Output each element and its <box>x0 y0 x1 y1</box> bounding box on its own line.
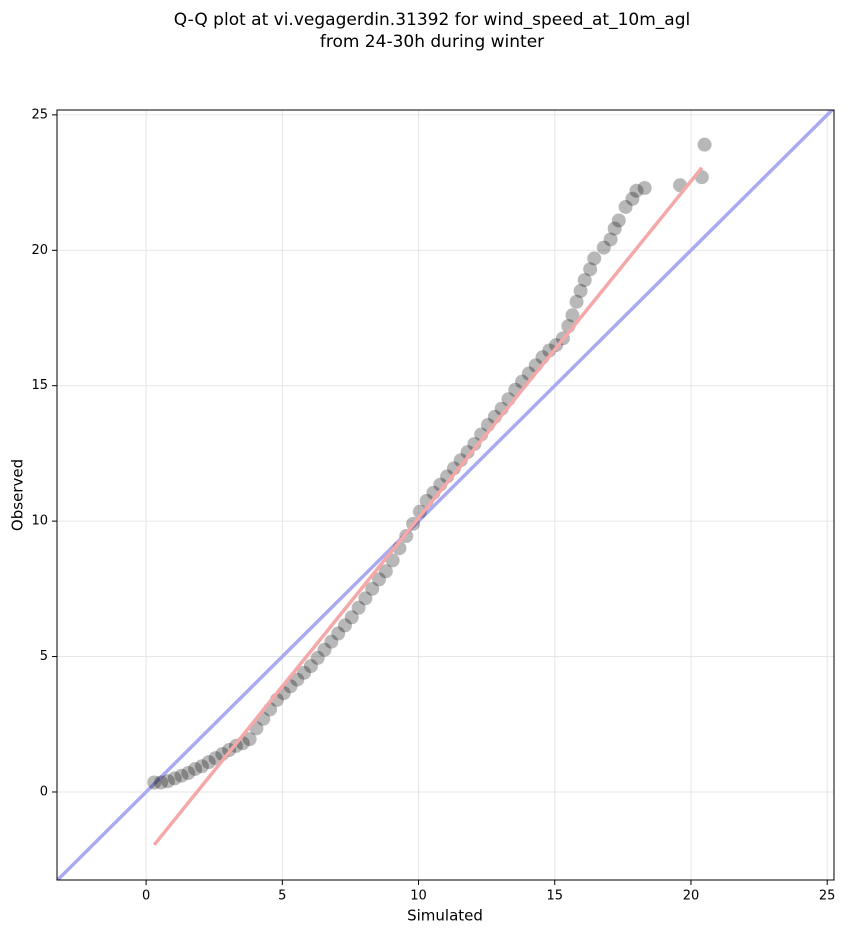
point <box>467 436 482 451</box>
point <box>618 199 633 214</box>
point <box>637 181 652 196</box>
point <box>201 755 216 770</box>
point <box>331 626 346 641</box>
chart-title: Q-Q plot at vi.vegagerdin.31392 for wind… <box>174 10 690 30</box>
point <box>154 775 169 790</box>
point <box>181 766 196 781</box>
y-tick-label: 25 <box>31 107 48 122</box>
point <box>317 642 332 657</box>
point <box>242 732 257 747</box>
point <box>160 774 175 789</box>
y-tick-label: 0 <box>40 784 48 799</box>
x-tick-label: 10 <box>410 889 427 904</box>
point <box>412 504 427 519</box>
y-tick-label: 5 <box>40 649 48 664</box>
y-tick-label: 20 <box>31 243 48 258</box>
chart-title: from 24-30h during winter <box>320 32 544 52</box>
y-tick-label: 10 <box>31 514 48 529</box>
point <box>324 634 339 649</box>
point <box>365 581 380 596</box>
point <box>611 213 626 228</box>
point <box>208 751 223 766</box>
identity-line <box>57 110 834 880</box>
point <box>573 283 588 298</box>
point <box>565 308 580 323</box>
point <box>303 659 318 674</box>
point <box>147 775 162 790</box>
point <box>625 191 640 206</box>
y-axis-label: Observed <box>9 459 27 531</box>
point <box>583 262 598 277</box>
point <box>351 600 366 615</box>
point <box>629 183 644 198</box>
point <box>167 771 182 786</box>
point <box>596 240 611 255</box>
point <box>194 759 209 774</box>
point <box>310 650 325 665</box>
point <box>603 232 618 247</box>
point <box>344 610 359 625</box>
x-tick-label: 5 <box>278 889 286 904</box>
point <box>372 572 387 587</box>
point <box>607 221 622 236</box>
plot-frame <box>56 109 835 881</box>
point <box>358 591 373 606</box>
x-tick-label: 20 <box>683 889 700 904</box>
point <box>174 768 189 783</box>
point <box>378 564 393 579</box>
point <box>297 665 312 680</box>
x-axis-label: Simulated <box>407 907 483 925</box>
point <box>569 294 584 309</box>
x-tick-label: 0 <box>142 889 150 904</box>
point <box>587 251 602 266</box>
point <box>577 273 592 288</box>
x-tick-label: 15 <box>546 889 563 904</box>
point <box>290 672 305 687</box>
point <box>188 761 203 776</box>
y-tick-label: 15 <box>31 378 48 393</box>
fit-line <box>152 166 704 846</box>
x-tick-label: 25 <box>819 889 836 904</box>
point <box>697 137 712 152</box>
point <box>337 618 352 633</box>
